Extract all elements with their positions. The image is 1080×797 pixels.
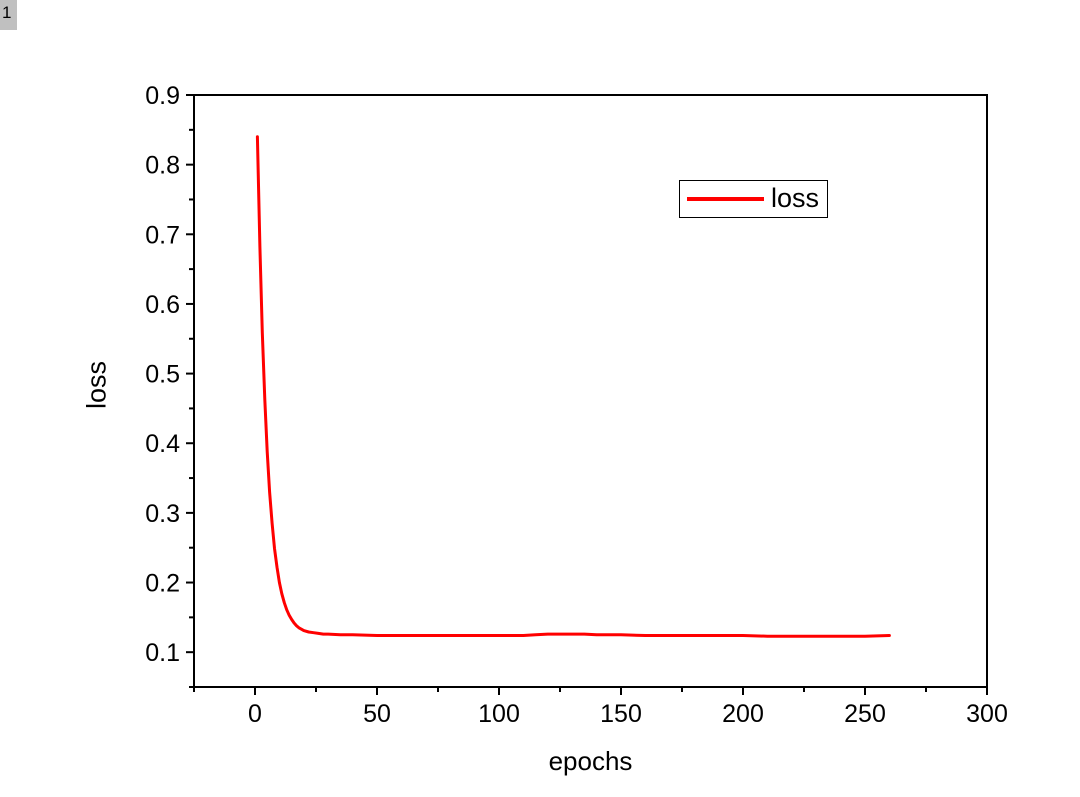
- y-tick-label: 0.7: [145, 221, 180, 249]
- x-tick-label: 250: [844, 700, 886, 728]
- y-tick-label: 0.1: [145, 639, 180, 667]
- x-tick-label: 0: [248, 700, 262, 728]
- legend: loss: [679, 180, 828, 218]
- legend-line-swatch: [687, 197, 764, 201]
- plot-border: [193, 94, 988, 688]
- y-tick-label: 0.6: [145, 291, 180, 319]
- legend-label: loss: [771, 182, 820, 213]
- x-tick-label: 200: [722, 700, 764, 728]
- x-tick-label: 100: [478, 700, 520, 728]
- y-tick-label: 0.2: [145, 570, 180, 598]
- loss-curve: [255, 135, 891, 638]
- y-tick-label: 0.3: [145, 500, 180, 528]
- y-tick-label: 0.9: [145, 82, 180, 110]
- y-tick-label: 0.4: [145, 430, 180, 458]
- x-tick-label: 150: [600, 700, 642, 728]
- y-tick-label: 0.8: [145, 152, 180, 180]
- y-axis-title: loss: [81, 360, 112, 410]
- y-tick-label: 0.5: [145, 361, 180, 389]
- x-axis-title: epochs: [548, 746, 633, 776]
- x-tick-label: 50: [363, 700, 391, 728]
- page-indicator-badge: 1: [0, 0, 17, 30]
- x-tick-label: 300: [966, 700, 1008, 728]
